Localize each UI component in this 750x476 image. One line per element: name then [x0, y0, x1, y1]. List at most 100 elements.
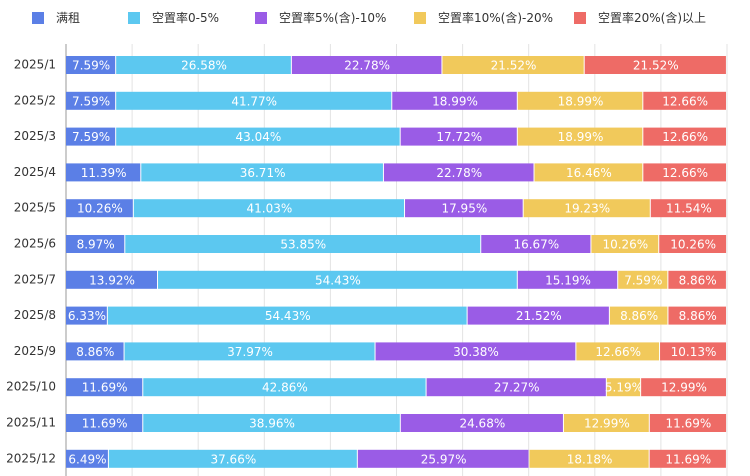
value-label: 41.77%	[231, 94, 277, 108]
bar-segment	[400, 127, 517, 146]
value-label: 16.67%	[513, 238, 559, 252]
value-label: 11.69%	[665, 452, 711, 466]
bar-segment	[125, 235, 481, 253]
legend-label[interactable]: 空置率5%(含)-10%	[279, 10, 386, 25]
value-label: 25.97%	[421, 452, 467, 466]
bar-segment	[668, 306, 726, 325]
value-label: 11.39%	[81, 166, 127, 180]
y-tick-label: 2025/12	[6, 451, 56, 465]
bar-segment	[375, 342, 576, 361]
y-tick-label: 2025/3	[14, 129, 56, 143]
bar-segment	[584, 56, 726, 74]
value-label: 37.97%	[227, 345, 273, 359]
bar-segment	[643, 163, 726, 182]
value-label: 10.26%	[77, 202, 123, 216]
value-label: 19.23%	[564, 202, 610, 216]
bar-segment	[66, 56, 116, 74]
bar-segment	[659, 235, 727, 253]
bar-segment	[529, 449, 649, 468]
bar-segment	[609, 306, 668, 325]
legend-swatch[interactable]	[574, 12, 586, 24]
legend-swatch[interactable]	[414, 12, 426, 24]
legend-label[interactable]: 空置率20%(含)以上	[598, 10, 706, 25]
bar-segment	[618, 270, 668, 289]
value-label: 22.78%	[436, 166, 482, 180]
bar-segment	[107, 306, 467, 325]
legend-label[interactable]: 空置率10%(含)-20%	[438, 10, 553, 25]
legend-label[interactable]: 满租	[56, 11, 80, 25]
legend-swatch[interactable]	[128, 12, 140, 24]
value-label: 21.52%	[491, 59, 537, 73]
value-label: 10.26%	[670, 238, 716, 252]
legend-label[interactable]: 空置率0-5%	[152, 10, 219, 25]
value-label: 7.59%	[624, 273, 662, 287]
value-label: 27.27%	[494, 381, 540, 395]
bar-segment	[116, 91, 392, 110]
value-label: 12.66%	[662, 166, 708, 180]
value-label: 30.38%	[453, 345, 499, 359]
value-label: 11.69%	[82, 417, 128, 431]
value-label: 18.99%	[432, 94, 478, 108]
value-label: 18.99%	[558, 130, 604, 144]
y-tick-label: 2025/1	[14, 58, 56, 72]
value-label: 6.49%	[68, 452, 106, 466]
bar-segment	[591, 235, 659, 253]
bar-segment	[66, 199, 133, 218]
value-label: 15.19%	[545, 273, 591, 287]
value-label: 21.52%	[516, 309, 562, 323]
value-label: 37.66%	[210, 452, 256, 466]
bar-segment	[534, 163, 643, 182]
bar-segment	[643, 127, 726, 146]
bar-segment	[133, 199, 405, 218]
value-label: 8.86%	[76, 345, 114, 359]
y-tick-label: 2025/10	[6, 380, 56, 394]
bar-segment	[291, 56, 442, 74]
y-tick-label: 2025/8	[14, 308, 56, 322]
value-label: 10.13%	[671, 345, 717, 359]
bar-segment	[649, 414, 727, 432]
bar-segment	[467, 306, 609, 325]
value-label: 22.78%	[344, 59, 390, 73]
value-label: 8.97%	[77, 238, 115, 252]
value-label: 43.04%	[236, 130, 282, 144]
y-tick-label: 2025/7	[14, 272, 56, 286]
value-label: 11.69%	[82, 381, 128, 395]
value-label: 17.72%	[436, 130, 482, 144]
bar-segment	[116, 127, 400, 146]
bar-segment	[383, 163, 534, 182]
bar-segment	[66, 270, 158, 289]
value-label: 8.86%	[679, 273, 717, 287]
value-label: 7.59%	[72, 130, 110, 144]
value-label: 38.96%	[249, 417, 295, 431]
bar-segment	[392, 91, 517, 110]
bar-segment	[108, 449, 357, 468]
value-label: 12.99%	[584, 417, 630, 431]
value-label: 12.66%	[662, 94, 708, 108]
bar-segment	[66, 163, 141, 182]
legend-swatch[interactable]	[255, 12, 267, 24]
bar-segment	[563, 414, 649, 432]
value-label: 8.86%	[679, 309, 717, 323]
value-label: 11.54%	[666, 202, 712, 216]
value-label: 5.19%	[605, 381, 643, 395]
value-label: 12.66%	[662, 130, 708, 144]
bar-segment	[517, 270, 618, 289]
bar-segment	[576, 342, 660, 361]
value-label: 7.59%	[72, 59, 110, 73]
legend-swatch[interactable]	[32, 12, 44, 24]
bar-segment	[66, 449, 108, 468]
bar-segment	[158, 270, 517, 289]
y-tick-label: 2025/2	[14, 93, 56, 107]
value-label: 41.03%	[247, 202, 293, 216]
bar-segment	[481, 235, 591, 253]
bar-segment	[668, 270, 726, 289]
bar-segment	[517, 127, 643, 146]
value-label: 10.26%	[602, 238, 648, 252]
value-label: 18.99%	[558, 94, 604, 108]
bar-segment	[643, 91, 726, 110]
y-tick-label: 2025/9	[14, 344, 56, 358]
bar-segment	[517, 91, 643, 110]
bar-segment	[405, 199, 523, 218]
bar-segment	[650, 199, 727, 218]
